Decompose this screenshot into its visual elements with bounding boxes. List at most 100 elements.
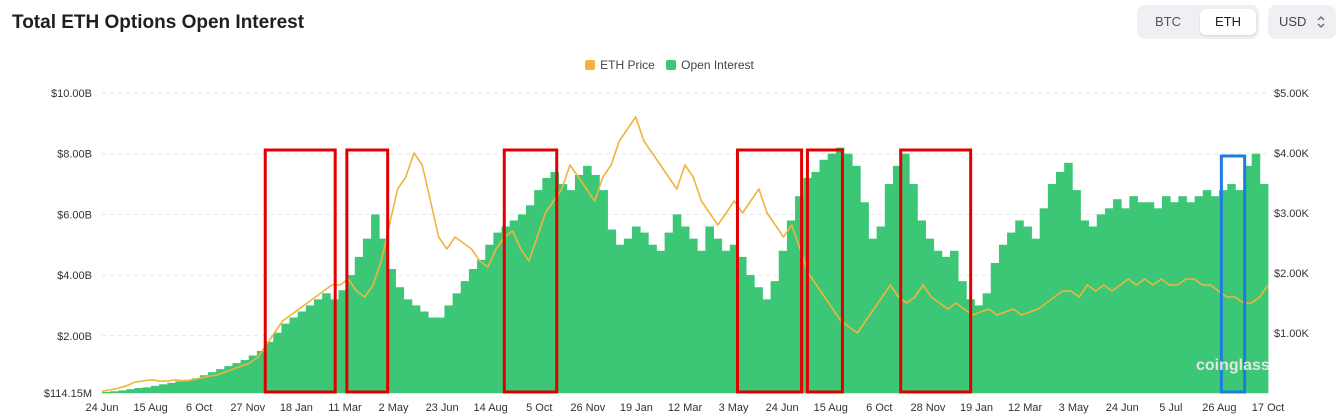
oi-bar bbox=[1251, 153, 1261, 393]
oi-bar bbox=[134, 387, 144, 393]
x-tick-label: 3 May bbox=[719, 402, 749, 414]
oi-bar bbox=[485, 244, 494, 393]
legend-item-open-interest[interactable]: Open Interest bbox=[666, 58, 754, 72]
oi-bar bbox=[175, 381, 184, 393]
oi-bar bbox=[273, 332, 282, 393]
oi-bar bbox=[1153, 208, 1163, 393]
oi-bar bbox=[664, 232, 674, 393]
x-tick-label: 6 Oct bbox=[866, 402, 892, 414]
oi-bar bbox=[901, 153, 910, 393]
oi-bar bbox=[860, 202, 869, 393]
oi-bar bbox=[501, 226, 511, 393]
x-tick-label: 12 Mar bbox=[1008, 402, 1043, 414]
oi-bar bbox=[542, 177, 551, 393]
x-tick-label: 15 Aug bbox=[133, 402, 167, 414]
tab-btc[interactable]: BTC bbox=[1155, 14, 1181, 29]
oi-bar bbox=[199, 375, 209, 393]
oi-bar bbox=[868, 238, 878, 393]
oi-bar bbox=[672, 214, 682, 393]
oi-bar bbox=[517, 214, 527, 393]
oi-bar bbox=[1121, 208, 1130, 393]
oi-bar bbox=[142, 387, 152, 393]
x-tick-label: 2 May bbox=[379, 402, 409, 414]
oi-bar bbox=[297, 311, 307, 393]
left-tick-label: $6.00B bbox=[57, 209, 92, 221]
oi-bar bbox=[623, 238, 633, 393]
chevron-updown-icon bbox=[1317, 16, 1325, 28]
oi-bar bbox=[289, 317, 299, 393]
oi-bar bbox=[680, 226, 690, 393]
oi-bar bbox=[460, 281, 470, 393]
currency-select[interactable]: USD bbox=[1268, 5, 1336, 39]
chart-legend: ETH Price Open Interest bbox=[0, 58, 1339, 73]
eth-price-series-line bbox=[101, 116, 1269, 392]
oi-bar bbox=[150, 385, 160, 393]
oi-bar bbox=[925, 238, 935, 393]
oi-bar bbox=[844, 153, 853, 393]
red-highlight-box bbox=[263, 148, 337, 394]
oi-bar bbox=[403, 299, 413, 393]
oi-bar bbox=[917, 220, 926, 393]
currency-select-value: USD bbox=[1279, 14, 1307, 29]
legend-item-eth-price[interactable]: ETH Price bbox=[585, 58, 655, 72]
legend-label-open-interest: Open Interest bbox=[681, 58, 754, 72]
oi-bar bbox=[1007, 232, 1016, 393]
oi-bar bbox=[1039, 208, 1049, 393]
red-highlight-box bbox=[899, 148, 973, 394]
x-tick-label: 24 Jun bbox=[1106, 402, 1139, 414]
oi-bar bbox=[1235, 190, 1244, 393]
oi-bar bbox=[558, 184, 568, 393]
oi-bar bbox=[909, 184, 918, 393]
oi-bar bbox=[884, 184, 894, 393]
oi-bar bbox=[126, 389, 136, 393]
x-tick-label: 3 May bbox=[1059, 402, 1089, 414]
x-tick-label: 26 Aug bbox=[1202, 402, 1236, 414]
oi-bar bbox=[395, 287, 405, 393]
asset-toggle: BTC ETH bbox=[1137, 5, 1259, 39]
oi-bar bbox=[387, 269, 396, 393]
oi-bar bbox=[770, 281, 780, 393]
oi-bar bbox=[648, 244, 657, 393]
oi-bar bbox=[950, 250, 959, 393]
legend-swatch-eth-price bbox=[585, 60, 596, 70]
oi-bar bbox=[640, 232, 649, 393]
oi-bar bbox=[1104, 208, 1114, 393]
x-tick-label: 18 Jan bbox=[280, 402, 313, 414]
oi-bar bbox=[632, 226, 641, 393]
left-tick-label: $114.15M bbox=[44, 388, 92, 400]
oi-bar bbox=[159, 384, 168, 393]
red-highlight-box bbox=[735, 148, 804, 394]
oi-bar bbox=[974, 305, 984, 393]
right-tick-label: $4.00K bbox=[1274, 148, 1310, 160]
x-tick-label: 6 Oct bbox=[186, 402, 212, 414]
oi-bar bbox=[240, 360, 250, 393]
oi-bar bbox=[746, 275, 755, 393]
oi-bar bbox=[713, 238, 723, 393]
oi-bar bbox=[990, 262, 1000, 393]
oi-bar bbox=[110, 391, 119, 393]
open-interest-bars bbox=[102, 147, 1269, 393]
oi-bar bbox=[493, 232, 502, 393]
oi-bar bbox=[444, 305, 454, 393]
x-tick-label: 19 Jan bbox=[620, 402, 653, 414]
oi-bar bbox=[411, 305, 421, 393]
tab-eth[interactable]: ETH bbox=[1200, 9, 1256, 35]
oi-bar bbox=[102, 391, 111, 393]
oi-bar bbox=[982, 293, 992, 393]
legend-label-eth-price: ETH Price bbox=[600, 58, 655, 72]
right-tick-label: $3.00K bbox=[1274, 208, 1310, 220]
oi-bar bbox=[599, 190, 608, 393]
x-tick-label: 12 Mar bbox=[668, 402, 703, 414]
oi-bar bbox=[338, 290, 348, 393]
oi-bar bbox=[1178, 196, 1187, 393]
oi-bar bbox=[566, 190, 576, 393]
x-tick-label: 28 Nov bbox=[910, 402, 945, 414]
oi-bar bbox=[314, 299, 323, 393]
x-tick-label: 24 Jun bbox=[85, 402, 118, 414]
oi-bar bbox=[762, 299, 772, 393]
oi-bar bbox=[232, 363, 242, 393]
oi-bar bbox=[697, 250, 706, 393]
oi-bar bbox=[786, 220, 796, 393]
red-highlight-box bbox=[502, 148, 559, 394]
oi-bar bbox=[1064, 162, 1073, 393]
